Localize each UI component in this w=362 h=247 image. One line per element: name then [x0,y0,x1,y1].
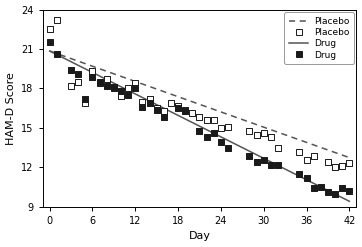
Point [189,111,195,115]
Point [318,185,324,189]
Point [204,135,210,139]
Point [254,133,260,137]
Point [304,176,310,180]
Point [54,52,60,56]
Point [175,106,181,110]
Point [339,164,345,168]
Point [104,77,110,81]
Point [275,146,281,150]
Point [161,115,167,119]
Point [247,129,252,133]
Point [89,69,95,73]
Point [83,101,88,105]
Point [47,41,52,44]
Point [182,109,188,113]
Point [132,81,138,85]
Point [346,162,352,165]
Point [75,72,81,76]
Point [197,129,202,133]
Point [147,97,152,101]
Point [275,163,281,167]
Point [154,106,160,110]
Point [204,118,210,122]
Point [325,190,331,194]
Point [296,172,302,176]
Point [168,101,174,105]
Point [261,131,266,135]
Point [68,84,74,88]
Point [182,107,188,111]
Point [197,115,202,119]
Point [161,109,167,113]
Point [83,97,88,101]
Point [211,118,216,122]
Point [104,84,110,88]
Point [47,27,52,31]
Point [247,154,252,158]
Point [296,150,302,154]
Point [97,81,102,85]
Point [225,125,231,129]
Point [89,75,95,79]
Point [268,135,274,139]
Point [111,85,117,89]
Point [311,186,316,190]
Point [218,126,224,130]
Point [118,89,124,93]
Point [332,192,338,196]
Point [225,146,231,150]
Point [97,80,102,84]
Point [147,101,152,105]
Point [125,86,131,90]
Point [218,141,224,144]
Point [118,94,124,98]
Point [346,189,352,193]
Point [311,154,316,158]
Point [261,158,266,162]
Point [132,86,138,90]
Point [54,18,60,22]
Point [139,105,145,109]
Point [68,68,74,72]
Point [304,158,310,162]
Point [125,93,131,97]
X-axis label: Day: Day [189,231,210,242]
Point [211,131,216,135]
Y-axis label: HAM-D Score: HAM-D Score [5,72,16,145]
Point [268,163,274,167]
Point [139,100,145,103]
Point [175,103,181,107]
Point [75,80,81,84]
Point [154,107,160,111]
Point [325,160,331,164]
Point [111,86,117,90]
Legend: Placebo, Placebo, Drug, Drug: Placebo, Placebo, Drug, Drug [284,12,354,64]
Point [254,160,260,164]
Point [332,165,338,169]
Point [339,186,345,190]
